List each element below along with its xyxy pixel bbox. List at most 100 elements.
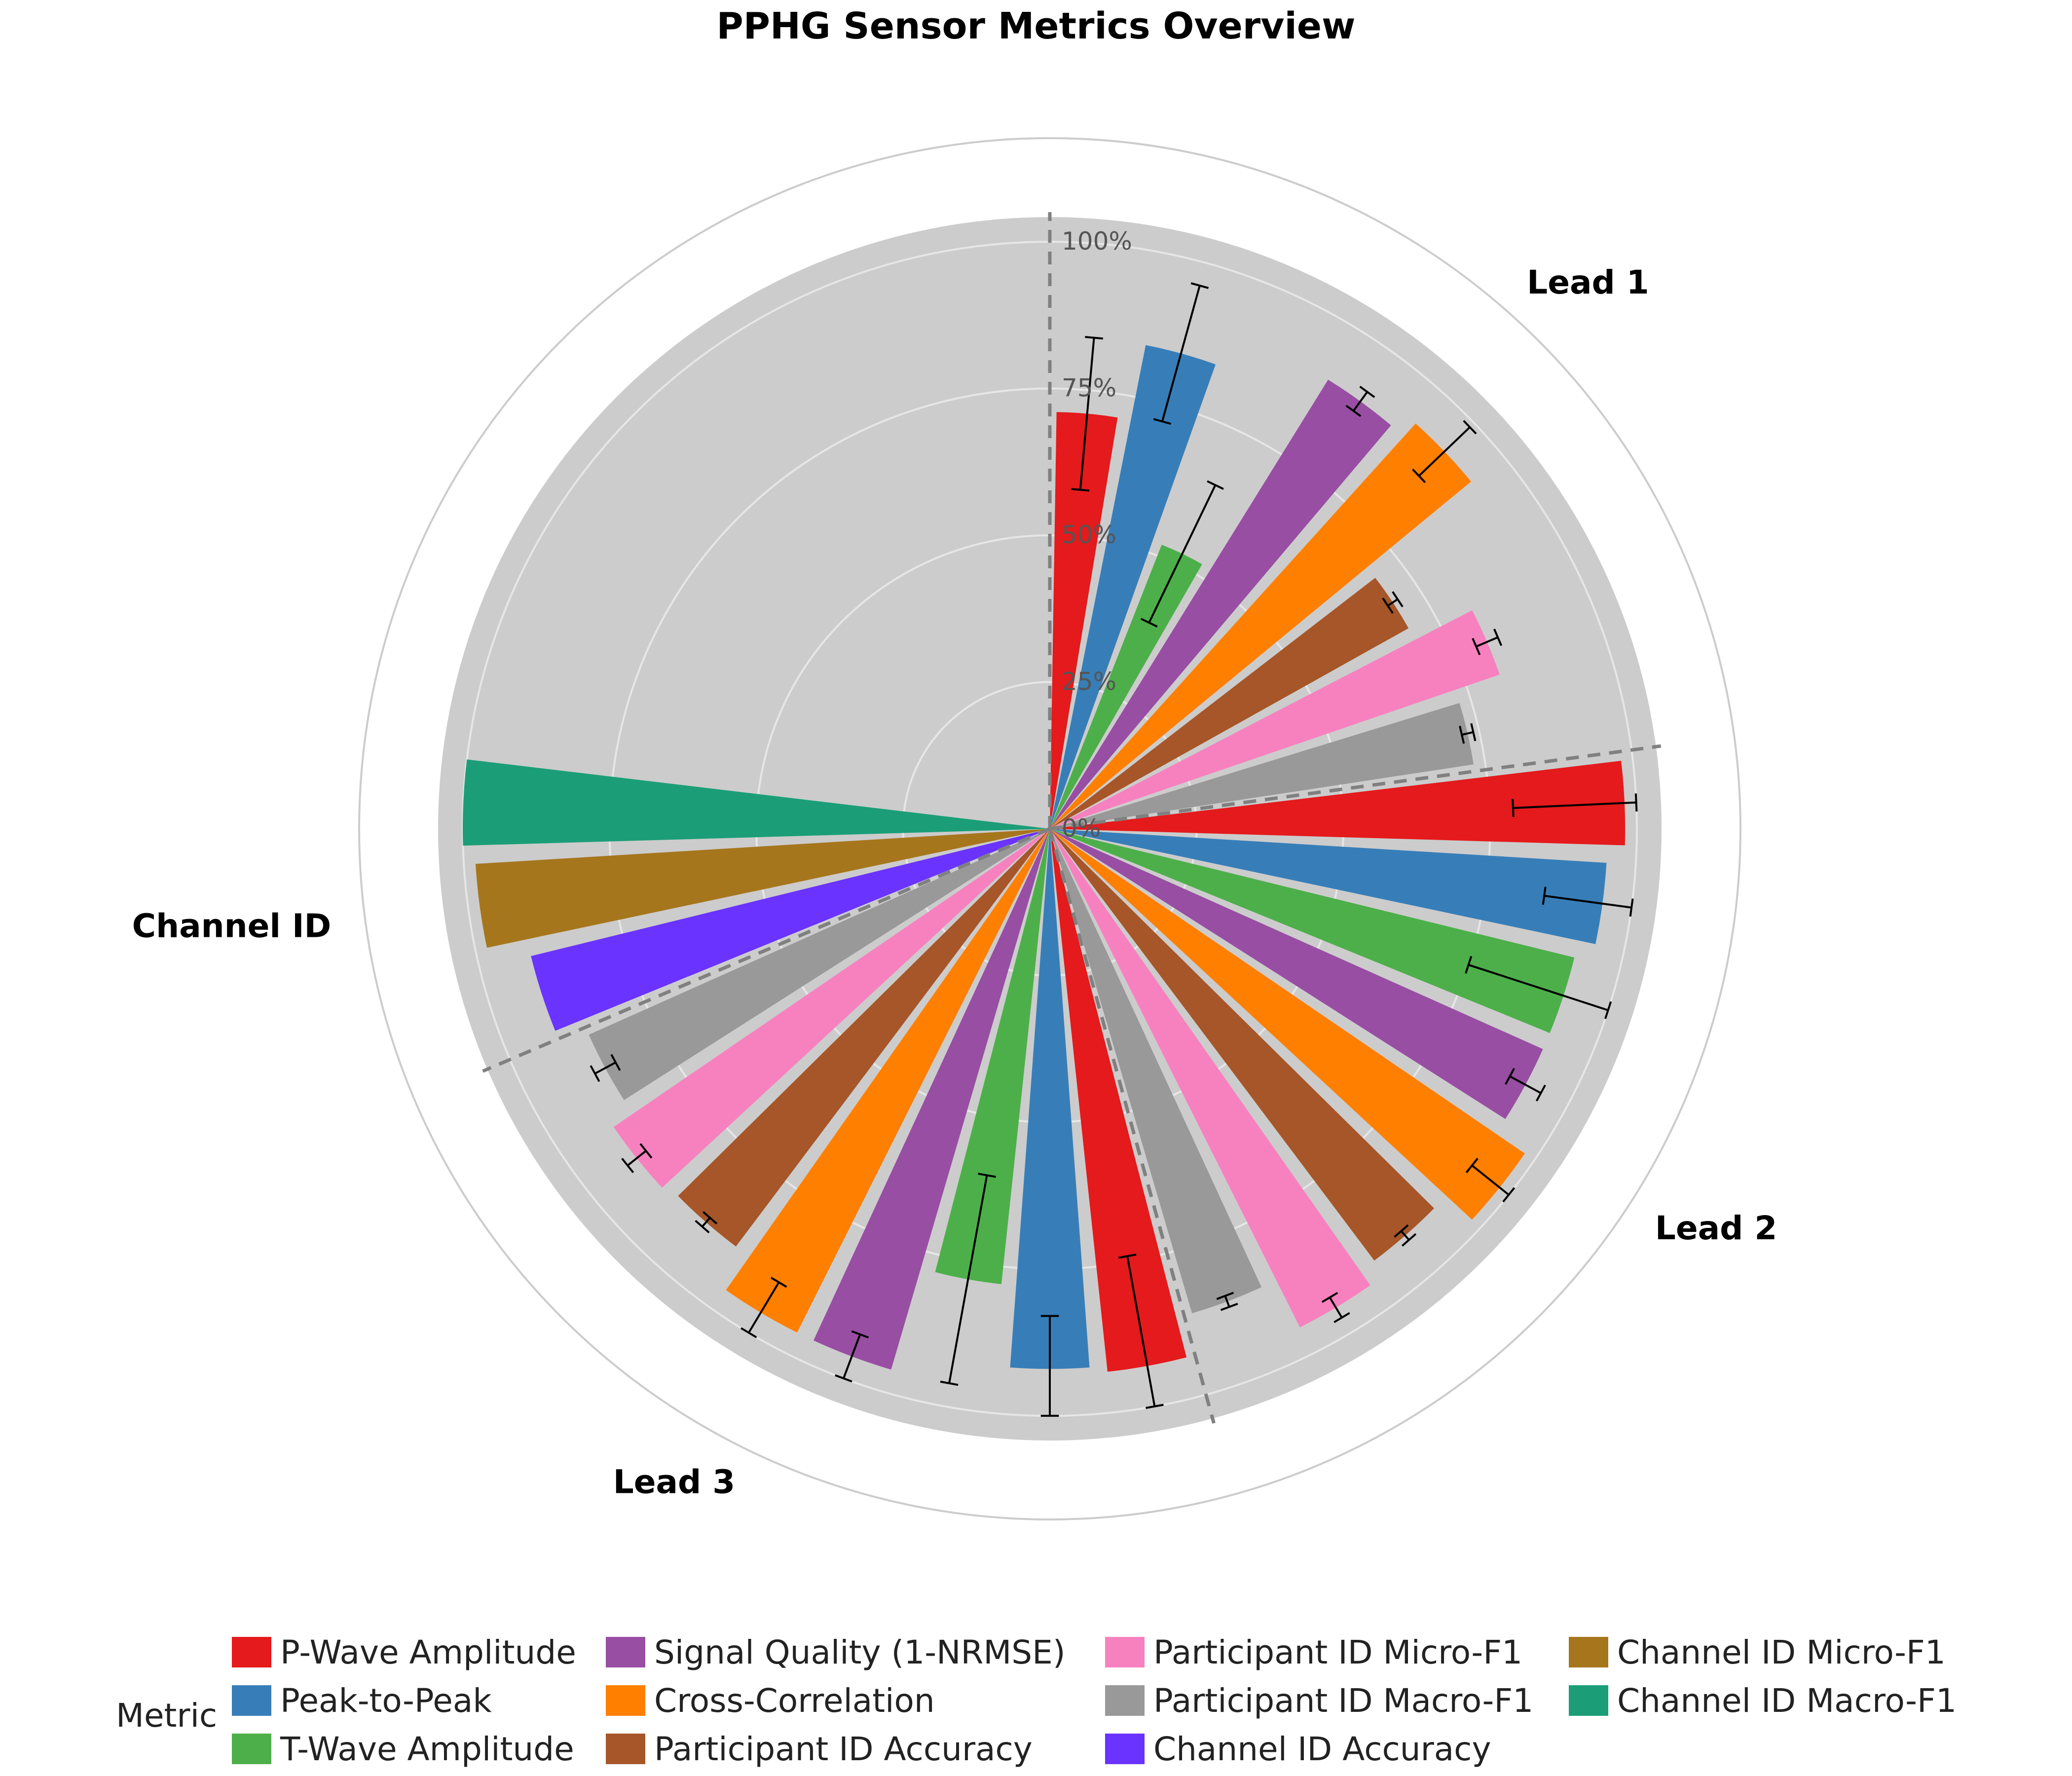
error-bar (1161, 285, 1201, 422)
error-bar (1468, 963, 1609, 1011)
error-cap (1512, 799, 1515, 817)
error-bar (1224, 1295, 1230, 1307)
error-cap (1190, 282, 1209, 289)
error-cap (1146, 1404, 1164, 1409)
error-bar (1079, 337, 1095, 490)
error-cap (1493, 629, 1503, 646)
bar-lead-2-p-wave-amplitude (1050, 761, 1626, 846)
bar-lead-3-participant-id-accuracy (678, 829, 1050, 1247)
legend-swatch (1105, 1734, 1145, 1764)
error-bar (1461, 731, 1474, 736)
bar-lead-3-p-wave-amplitude (1050, 829, 1187, 1372)
group-separator (1049, 744, 1662, 831)
error-cap (1401, 1233, 1417, 1247)
error-cap (1470, 723, 1477, 741)
radial-tick-label: 25% (1062, 667, 1116, 696)
error-cap (1140, 618, 1158, 628)
radial-tick-label: 0% (1062, 814, 1101, 843)
legend-label: Cross-Correlation (654, 1682, 935, 1720)
error-cap (771, 1277, 787, 1288)
error-cap (1535, 1084, 1546, 1102)
legend-item[interactable]: P-Wave Amplitude (232, 1633, 576, 1671)
legend-label: Participant ID Micro-F1 (1153, 1633, 1522, 1671)
polar-plot: 0% 25% 50% 75% 100% Lead 1 Lead 2 Lead 3 Channel… (132, 137, 1777, 1520)
bar-channel-id-channel-id-macro-f1 (463, 759, 1050, 846)
bar-channel-id-channel-id-accuracy (531, 829, 1050, 1031)
legend-item[interactable]: Channel ID Accuracy (1105, 1730, 1491, 1768)
bar-lead-3-participant-id-macro-f1 (589, 829, 1050, 1100)
legend-title: Metric (116, 1697, 217, 1735)
error-bar (1126, 1256, 1156, 1407)
error-cap (1333, 1312, 1350, 1323)
legend-swatch (232, 1637, 271, 1667)
bar-lead-2-t-wave-amplitude (1050, 829, 1575, 1033)
error-cap (1392, 591, 1404, 608)
legend-item[interactable]: Cross-Correlation (606, 1682, 935, 1720)
error-bar (948, 1175, 988, 1384)
bar-lead-1-cross-correlation (1050, 423, 1471, 829)
error-cap (1220, 1302, 1238, 1311)
legend-label: Channel ID Accuracy (1153, 1730, 1491, 1768)
error-cap (1394, 1224, 1409, 1238)
error-cap (1345, 405, 1362, 417)
legend-label: Participant ID Accuracy (654, 1730, 1033, 1768)
bar-lead-1-participant-id-micro-f1 (1050, 610, 1500, 829)
error-bars (590, 282, 1638, 1417)
legend-swatch (606, 1734, 645, 1764)
legend-label: T-Wave Amplitude (280, 1730, 574, 1768)
legend-swatch (1569, 1685, 1608, 1716)
legend-swatch (606, 1685, 645, 1716)
radial-tick-label: 100% (1062, 227, 1132, 256)
error-cap (1153, 418, 1172, 425)
legend-item[interactable]: Participant ID Accuracy (606, 1730, 1033, 1768)
bar-channel-id-channel-id-micro-f1 (475, 829, 1050, 948)
legend-item[interactable]: Signal Quality (1-NRMSE) (606, 1633, 1066, 1671)
legend-item[interactable]: Participant ID Micro-F1 (1105, 1633, 1522, 1671)
error-cap (1216, 1292, 1234, 1300)
legend-label: P-Wave Amplitude (280, 1633, 576, 1671)
bar-lead-3-participant-id-micro-f1 (613, 829, 1050, 1188)
legend-item[interactable]: Participant ID Macro-F1 (1105, 1682, 1533, 1720)
error-cap (1472, 637, 1481, 656)
error-cap (590, 1065, 600, 1082)
group-label-lead-3: Lead 3 (613, 1463, 736, 1501)
error-bar (627, 1150, 647, 1167)
error-bar (1329, 1297, 1343, 1318)
legend-label: Participant ID Macro-F1 (1153, 1682, 1533, 1720)
legend-item[interactable]: Channel ID Micro-F1 (1569, 1633, 1946, 1671)
outer-ring (358, 137, 1741, 1520)
error-cap (1085, 335, 1103, 340)
bar-lead-1-participant-id-macro-f1 (1050, 703, 1474, 829)
bar-lead-2-participant-id-micro-f1 (1050, 829, 1370, 1328)
bar-lead-2-participant-id-accuracy (1050, 829, 1434, 1261)
error-cap (1463, 420, 1477, 435)
error-cap (1382, 597, 1394, 614)
error-cap (1118, 1254, 1137, 1259)
group-label-lead-2: Lead 2 (1655, 1209, 1777, 1247)
error-cap (978, 1173, 996, 1178)
error-cap (1502, 1187, 1516, 1203)
error-bar (1148, 484, 1217, 623)
legend: Metric P-Wave Amplitude Peak-to-Peak T-Wave… (116, 1633, 1957, 1768)
error-cap (1542, 887, 1547, 905)
legend-item[interactable]: T-Wave Amplitude (232, 1730, 574, 1768)
legend-item[interactable]: Peak-to-Peak (232, 1682, 492, 1720)
legend-label: Channel ID Micro-F1 (1617, 1633, 1946, 1671)
bar-lead-2-signal-quality-1-nrmse- (1050, 829, 1543, 1119)
error-cap (1412, 469, 1426, 483)
error-bar (1471, 1165, 1510, 1196)
group-label-channel-id: Channel ID (132, 907, 332, 945)
error-cap (1505, 1068, 1515, 1085)
radial-tick-label: 50% (1062, 520, 1116, 549)
legend-item[interactable]: Channel ID Macro-F1 (1569, 1682, 1957, 1720)
radial-tick-label: 75% (1062, 374, 1116, 403)
error-cap (940, 1380, 959, 1386)
legend-swatch (1569, 1637, 1608, 1667)
error-cap (621, 1157, 634, 1174)
error-cap (1359, 386, 1375, 398)
error-cap (703, 1211, 718, 1225)
error-bar (1387, 598, 1399, 607)
bar-lead-3-t-wave-amplitude (935, 829, 1050, 1284)
error-cap (835, 1374, 852, 1383)
